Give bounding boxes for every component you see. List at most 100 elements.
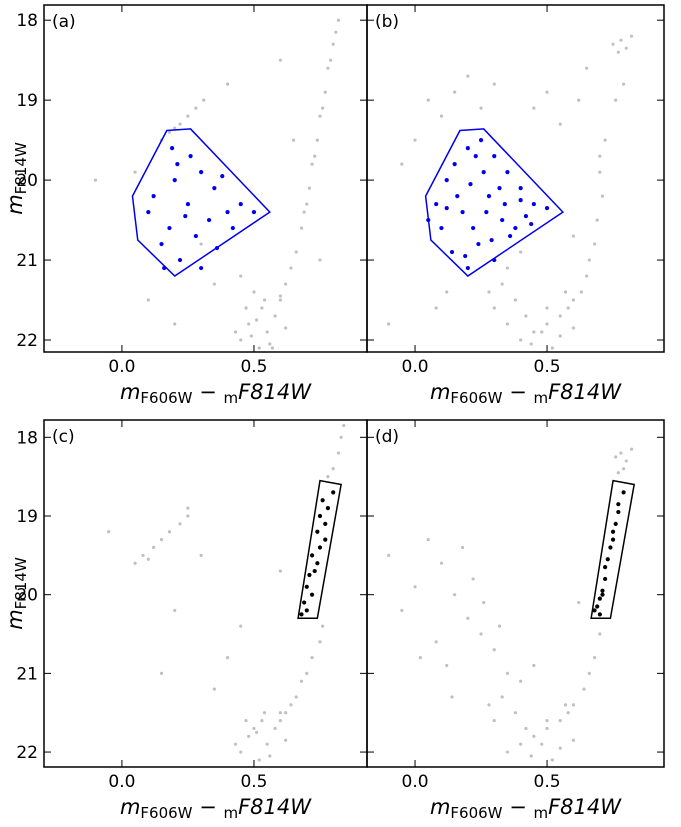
background-star: [268, 754, 272, 758]
x-tick-label: 0.0: [108, 772, 135, 792]
background-star: [614, 455, 618, 459]
background-star: [400, 162, 404, 166]
selected-star: [484, 209, 489, 215]
selected-star: [531, 201, 536, 207]
selected-star: [199, 170, 204, 175]
background-star: [563, 703, 568, 707]
background-star: [558, 718, 562, 723]
selected-star: [497, 185, 502, 191]
background-star: [284, 738, 288, 742]
background-star: [212, 687, 216, 691]
background-star: [133, 170, 137, 174]
background-star: [326, 475, 330, 479]
selected-star: [513, 225, 518, 231]
background-star: [519, 742, 523, 746]
label-subscript: F814W: [12, 557, 30, 609]
background-star: [519, 250, 523, 254]
background-star: [577, 98, 581, 102]
y-tick-label: 21: [16, 251, 38, 271]
background-star: [255, 318, 259, 322]
background-star: [225, 656, 230, 660]
y-tick-label: 22: [16, 331, 38, 351]
background-star: [239, 624, 243, 628]
selected-star: [175, 162, 180, 167]
background-star: [146, 557, 150, 561]
selected-star: [492, 154, 497, 159]
background-star: [239, 338, 243, 342]
background-star: [550, 758, 554, 762]
selection-region: [590, 479, 636, 620]
selected-star: [183, 213, 188, 219]
background-star: [545, 306, 549, 310]
selected-star: [502, 201, 507, 207]
background-star: [558, 314, 562, 318]
background-star: [252, 726, 256, 731]
selected-star: [317, 545, 323, 550]
label-symbol: −: [503, 795, 534, 819]
background-star: [434, 306, 438, 310]
background-star: [252, 290, 256, 294]
selected-star: [146, 209, 151, 215]
background-star: [579, 290, 583, 294]
background-star: [194, 106, 198, 110]
background-star: [336, 451, 341, 455]
selected-star: [473, 154, 478, 159]
y-tick-label: 22: [16, 743, 38, 763]
x-axis-label: mF606W − mF814W: [120, 795, 312, 822]
background-star: [629, 34, 634, 38]
background-star: [487, 290, 491, 294]
background-star: [450, 695, 454, 699]
background-star: [585, 66, 589, 70]
background-star: [616, 50, 620, 54]
background-star: [268, 342, 272, 346]
panel-label: (a): [52, 12, 76, 32]
label-subscript: F606W: [140, 389, 192, 407]
label-subscript: F606W: [450, 389, 502, 407]
selected-star: [610, 537, 616, 542]
x-axis-label: mF606W − mF814W: [430, 380, 622, 407]
background-star: [492, 648, 496, 652]
selected-star: [206, 217, 212, 223]
x-tick-label: 0.0: [402, 357, 429, 377]
selected-star: [193, 233, 198, 239]
selected-star: [309, 553, 315, 558]
label-symbol: F814W: [548, 795, 622, 819]
label-symbol: m: [120, 795, 140, 819]
background-star: [577, 600, 581, 605]
background-star: [225, 82, 230, 86]
background-star: [629, 447, 634, 451]
selected-star: [167, 225, 172, 231]
selected-star: [172, 177, 177, 183]
background-star: [479, 632, 483, 636]
panel-frame: [43, 4, 368, 353]
y-tick-label: 18: [16, 428, 38, 448]
background-star: [336, 18, 341, 22]
selected-star: [309, 592, 315, 597]
background-star: [310, 656, 314, 660]
selected-star: [238, 201, 243, 207]
background-star: [326, 66, 330, 70]
background-star: [93, 178, 98, 182]
background-star: [558, 746, 562, 750]
background-star: [550, 346, 554, 350]
selected-star: [304, 584, 309, 589]
panel-frame: [366, 4, 665, 353]
label-subscript: F814W: [12, 142, 30, 194]
background-star: [186, 506, 190, 510]
background-star: [505, 671, 510, 675]
panel-frame: [366, 419, 665, 768]
background-star: [532, 734, 536, 738]
background-star: [587, 671, 591, 675]
label-subscript: m: [223, 804, 238, 822]
background-star: [497, 624, 502, 628]
selected-star: [465, 146, 470, 151]
selected-star: [169, 146, 175, 151]
label-symbol: −: [193, 795, 224, 819]
background-star: [558, 122, 562, 126]
selected-star: [505, 170, 510, 175]
background-star: [273, 726, 277, 731]
background-star: [466, 616, 470, 620]
background-star: [622, 82, 626, 86]
background-star: [173, 126, 177, 130]
selected-star: [331, 490, 336, 495]
